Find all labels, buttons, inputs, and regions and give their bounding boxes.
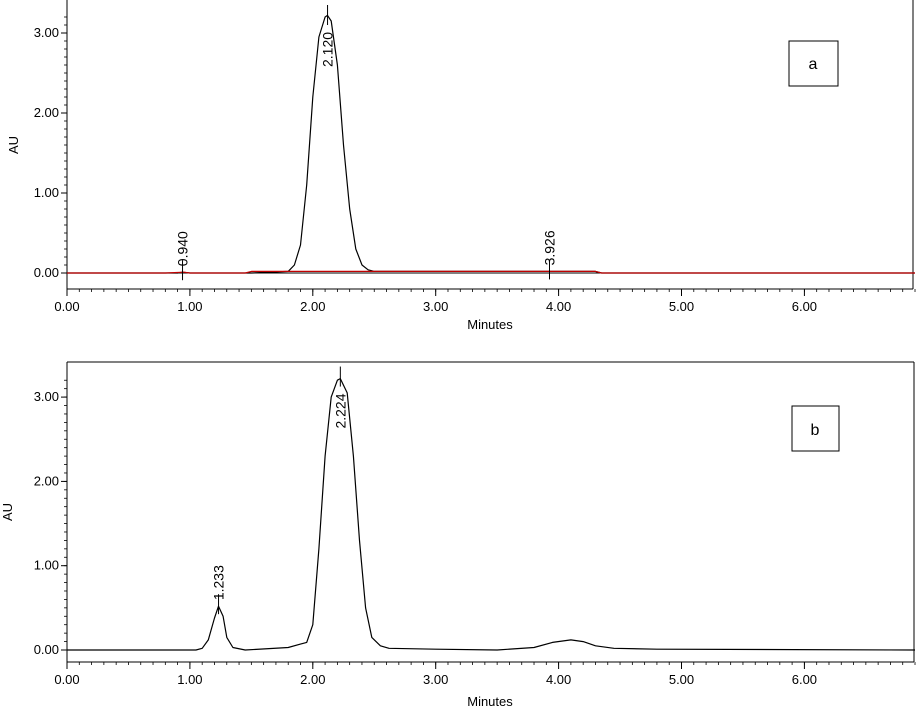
panel-b-y-axis-label: AU: [0, 503, 15, 521]
x-tick-label: 3.00: [423, 299, 448, 314]
series-line-1: [67, 270, 915, 274]
chart-panel-a: 0.00 1.00 2.00 3.00 0.00 1.00 2.00 3.00 4.00 5.0…: [6, 0, 916, 332]
x-tick-label: 5.00: [669, 299, 694, 314]
x-tick-label: 4.00: [546, 299, 571, 314]
y-tick-label: 1.00: [34, 558, 59, 573]
y-tick-label: 2.00: [34, 105, 59, 120]
x-tick-label: 6.00: [792, 299, 817, 314]
x-tick-label: 4.00: [546, 672, 571, 687]
panel-b-x-axis-label: Minutes: [467, 694, 513, 709]
x-tick-label: 2.00: [300, 672, 325, 687]
y-tick-label: 1.00: [34, 185, 59, 200]
peak-label: 1.233: [211, 565, 227, 600]
panel-b-peak-labels: 1.233 2.224: [211, 366, 348, 615]
panel-a-y-ticks: 0.00 1.00 2.00 3.00: [34, 16, 67, 280]
y-tick-label: 3.00: [34, 389, 59, 404]
x-tick-label: 0.00: [54, 299, 79, 314]
panel-a-label-box: [788, 40, 839, 87]
series-line-0: [67, 378, 916, 651]
panel-a-x-axis-label: Minutes: [467, 317, 513, 332]
panel-a-label: a: [809, 56, 818, 73]
peak-label: 3.926: [542, 230, 558, 265]
panel-a-series: [67, 14, 915, 274]
chart-panel-b: 0.00 1.00 2.00 3.00 0.00 1.00 2.00 3.00 4.00 5.0…: [0, 361, 916, 709]
x-tick-label: 2.00: [300, 299, 325, 314]
panel-b-x-ticks: 0.00 1.00 2.00 3.00 4.00 5.00 6.00: [54, 662, 916, 687]
panel-b-series: [67, 378, 916, 651]
x-tick-label: 6.00: [792, 672, 817, 687]
peak-label: 0.940: [175, 231, 191, 266]
y-tick-label: 0.00: [34, 265, 59, 280]
x-tick-label: 1.00: [177, 672, 202, 687]
series-line-0: [67, 14, 915, 274]
panel-a-x-ticks: 0.00 1.00 2.00 3.00 4.00 5.00 6.00: [54, 289, 916, 314]
y-tick-label: 0.00: [34, 642, 59, 657]
peak-label: 2.224: [332, 393, 348, 428]
panel-b-label-box: [791, 405, 840, 452]
x-tick-label: 3.00: [423, 672, 448, 687]
panel-a-peak-labels: 0.940 2.120 3.926: [175, 5, 558, 281]
panel-b-y-ticks: 0.00 1.00 2.00 3.00: [34, 379, 67, 657]
y-tick-label: 2.00: [34, 473, 59, 488]
panel-b-label: b: [811, 422, 820, 439]
y-tick-label: 3.00: [34, 25, 59, 40]
x-tick-label: 5.00: [669, 672, 694, 687]
panel-a-y-axis-label: AU: [6, 136, 21, 154]
x-tick-label: 0.00: [54, 672, 79, 687]
peak-label: 2.120: [320, 32, 336, 67]
x-tick-label: 1.00: [177, 299, 202, 314]
